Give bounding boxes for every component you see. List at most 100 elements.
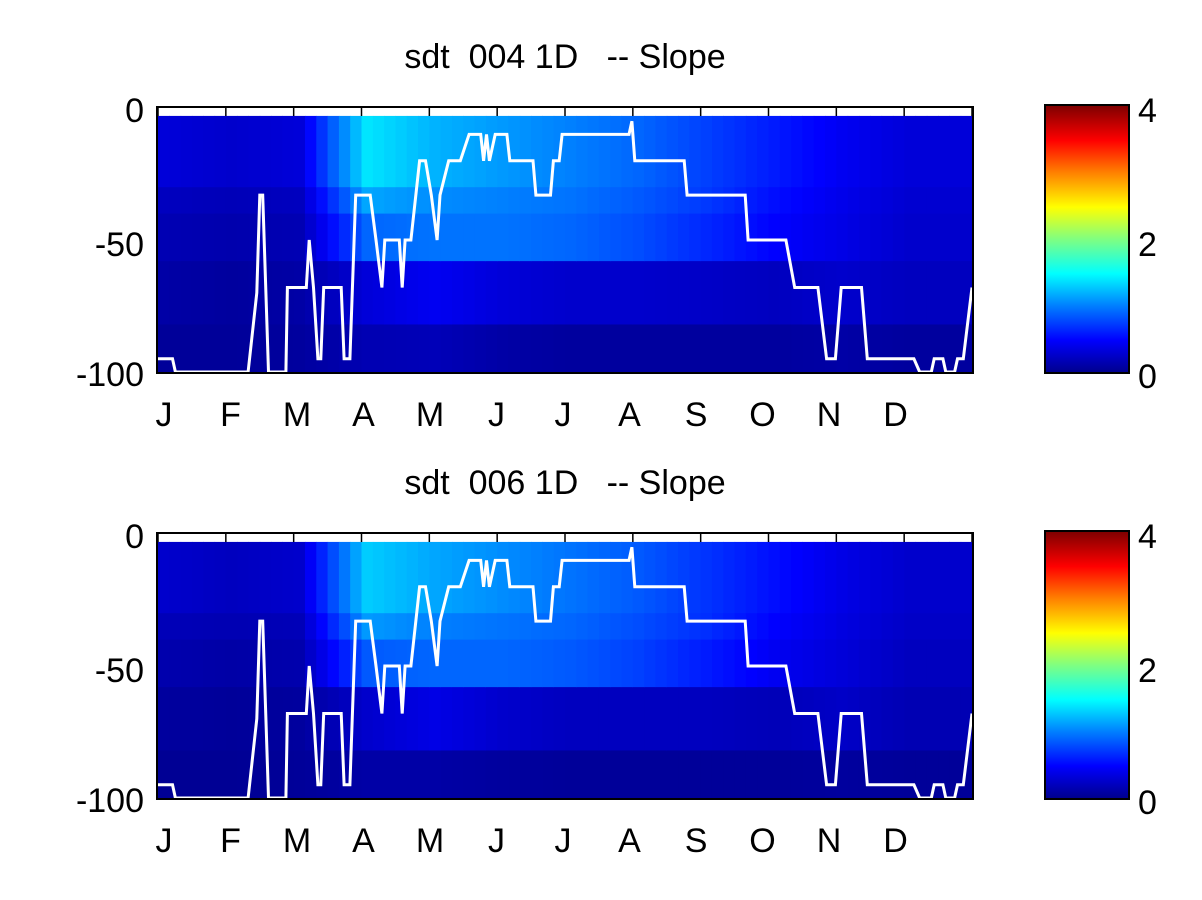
heatmap-cell [904,115,917,188]
heatmap-cell [203,187,216,215]
x-tick-label: N [816,822,842,860]
heatmap-cell [847,115,860,188]
heatmap-cell [825,261,837,326]
heatmap-cell [881,613,894,641]
heatmap-cell [576,750,589,798]
heatmap-cell [463,613,476,641]
heatmap-cell [180,324,193,372]
heatmap-cell [542,324,555,372]
heatmap-cell [282,541,295,614]
heatmap-cell [632,324,645,372]
heatmap-cell [553,324,566,372]
heatmap-cell [304,261,317,326]
heatmap-cell [949,687,962,752]
heatmap-cell [870,213,883,262]
heatmap-cell [180,115,193,188]
y-tick-label: -100 [75,356,144,394]
heatmap-cell [587,639,600,688]
heatmap-cell [553,639,566,688]
heatmap-cell [655,213,668,262]
heatmap-cell [531,639,543,688]
heatmap-cell [451,639,464,688]
heatmap-cell [632,261,645,326]
heatmap-cell [723,541,736,614]
heatmap-cell [327,613,340,641]
heatmap-cell [553,187,566,215]
heatmap-cell [440,750,453,798]
heatmap-cell [497,115,510,188]
heatmap-cell [406,187,419,215]
colorbar [1044,530,1130,800]
heatmap-cell [372,324,385,372]
series-line [158,546,972,798]
heatmap-cell [757,261,770,326]
heatmap-cell [293,324,306,372]
heatmap-cell [745,261,758,326]
heatmap-cell [259,115,272,188]
heatmap-cell [768,213,781,262]
heatmap-cell [949,115,962,188]
heatmap-cell [666,261,679,326]
heatmap-cell [237,261,250,326]
heatmap-cell [361,324,374,372]
heatmap-cell [429,261,442,326]
heatmap-cell [180,750,193,798]
heatmap-cell [463,687,476,752]
heatmap-cell [576,261,589,326]
heatmap-cell [248,213,261,262]
heatmap-cell [191,187,204,215]
heatmap-cell [180,639,193,688]
heatmap-cell [361,213,374,262]
heatmap-cell [655,639,668,688]
heatmap-cell [610,213,623,262]
x-tick-label: M [282,396,312,434]
heatmap-cell [451,213,464,262]
heatmap-cell [678,213,690,262]
heatmap-cell [779,115,792,188]
heatmap-cell [304,324,317,372]
heatmap-cell [225,213,238,262]
heatmap-cell [497,213,510,262]
heatmap-cell [384,750,397,798]
heatmap-cell [191,750,204,798]
heatmap-cell [825,541,837,614]
heatmap-cell [418,613,430,641]
heatmap-cell [791,613,804,641]
heatmap-cell [440,541,453,614]
heatmap-cell [587,687,600,752]
heatmap-cell [237,115,250,188]
heatmap-cell [813,115,826,188]
heatmap-cell [632,541,645,614]
heatmap-cell [384,324,397,372]
heatmap-cell [711,213,724,262]
heatmap-cell [440,115,453,188]
heatmap-cell [632,115,645,188]
heatmap-cell [372,213,385,262]
heatmap-cell [406,613,419,641]
heatmap-cell [779,750,792,798]
heatmap-cell [711,613,724,641]
colorbar-tick-label: 0 [1138,358,1157,396]
heatmap-cell [847,687,860,752]
heatmap-cell [723,639,736,688]
heatmap-cell [836,639,849,688]
heatmap-cell [169,324,182,372]
heatmap-cell [497,687,510,752]
x-tick-label: M [415,822,445,860]
heatmap-cell [214,213,227,262]
heatmap-cell [779,639,792,688]
heatmap-cell [632,639,645,688]
heatmap-cell [847,613,860,641]
heatmap-cell [395,324,408,372]
heatmap-cell [395,261,408,326]
heatmap-cell [926,324,939,372]
heatmap-cell [632,750,645,798]
heatmap-cell [553,213,566,262]
heatmap-cell [237,750,250,798]
heatmap-cell [734,687,747,752]
heatmap-cell [610,750,623,798]
heatmap-cell [621,639,634,688]
heatmap-cell [169,187,182,215]
heatmap-cell [451,613,464,641]
heatmap-cell [745,541,758,614]
